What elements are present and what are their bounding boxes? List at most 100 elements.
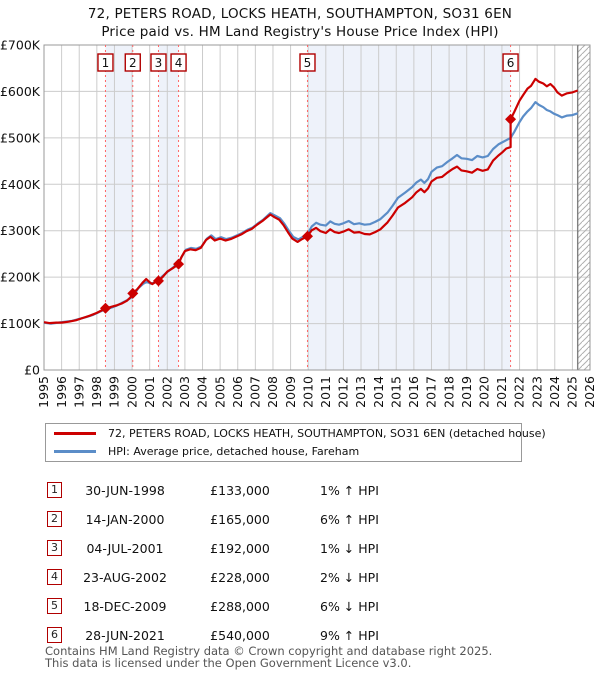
x-tick-label: 1999 bbox=[107, 376, 122, 408]
legend-row-price-paid: 72, PETERS ROAD, LOCKS HEATH, SOUTHAMPTO… bbox=[46, 426, 546, 442]
copyright-line1: Contains HM Land Registry data © Crown c… bbox=[45, 644, 493, 658]
sale-number-badge: 4 bbox=[47, 568, 62, 585]
sale-label-number: 2 bbox=[129, 56, 137, 70]
sale-number-badge: 2 bbox=[47, 510, 62, 527]
axis-labels: £0 £100K £200K £300K £400K £500K £600K £700K 199… bbox=[0, 38, 597, 408]
x-tick-label: 2007 bbox=[248, 376, 263, 408]
ownership-bands bbox=[105, 45, 511, 370]
x-tick-label: 2005 bbox=[212, 376, 227, 408]
x-tick-label: 2016 bbox=[406, 376, 421, 408]
sale-marker-diamond bbox=[99, 302, 111, 314]
sale-vs-hpi: 6% ↑ HPI bbox=[320, 511, 379, 527]
sale-table-row: 1 30-JUN-1998 £133,000 1% ↑ HPI bbox=[0, 477, 600, 506]
sale-vs-hpi: 9% ↑ HPI bbox=[320, 627, 379, 643]
x-tick-label: 1995 bbox=[36, 376, 51, 408]
y-tick-label: £200K bbox=[0, 270, 41, 285]
x-tick-label: 2023 bbox=[529, 376, 544, 408]
sale-table-row: 3 04-JUL-2001 £192,000 1% ↓ HPI bbox=[0, 535, 600, 564]
price-paid-line-swatch bbox=[54, 432, 96, 436]
sale-label-box bbox=[150, 53, 167, 72]
ownership-band bbox=[105, 45, 133, 370]
x-tick-label: 1996 bbox=[54, 376, 69, 408]
x-tick-label: 2026 bbox=[582, 376, 597, 408]
x-tick-label: 2019 bbox=[459, 376, 474, 408]
sale-date: 14-JAN-2000 bbox=[85, 511, 165, 527]
y-tick-label: £700K bbox=[0, 38, 41, 53]
sale-price: £540,000 bbox=[210, 627, 270, 643]
sale-date: 23-AUG-2002 bbox=[83, 569, 167, 585]
x-tick-label: 2010 bbox=[300, 376, 315, 408]
legend: 72, PETERS ROAD, LOCKS HEATH, SOUTHAMPTO… bbox=[45, 423, 546, 462]
sale-number-badge: 5 bbox=[47, 597, 62, 614]
ownership-band bbox=[158, 45, 179, 370]
x-tick-label: 2025 bbox=[565, 376, 580, 408]
sale-marker-diamond bbox=[152, 275, 164, 287]
sale-price: £228,000 bbox=[210, 569, 270, 585]
x-tick-label: 1997 bbox=[71, 376, 86, 408]
sale-price: £133,000 bbox=[210, 482, 270, 498]
future-hatch-area bbox=[577, 45, 590, 370]
x-tick-label: 2002 bbox=[159, 376, 174, 408]
sale-price: £288,000 bbox=[210, 598, 270, 614]
sale-vs-hpi: 1% ↑ HPI bbox=[320, 482, 379, 498]
sale-label-box bbox=[97, 53, 114, 72]
x-tick-label: 2021 bbox=[494, 376, 509, 408]
x-tick-label: 2013 bbox=[353, 376, 368, 408]
sale-label-number: 6 bbox=[507, 56, 515, 70]
sale-table-row: 5 18-DEC-2009 £288,000 6% ↓ HPI bbox=[0, 593, 600, 622]
sale-label-box bbox=[124, 53, 141, 72]
plot-border bbox=[43, 44, 591, 371]
copyright-line2: This data is licensed under the Open Gov… bbox=[45, 656, 412, 670]
x-tick-label: 2008 bbox=[265, 376, 280, 408]
sale-marker-diamond bbox=[127, 287, 139, 299]
x-tick-label: 2017 bbox=[424, 376, 439, 408]
x-tick-label: 2014 bbox=[371, 376, 386, 408]
y-tick-label: £0 bbox=[24, 363, 40, 378]
x-tick-label: 2009 bbox=[283, 376, 298, 408]
x-tick-label: 2012 bbox=[336, 376, 351, 408]
sale-marker-diamond bbox=[173, 258, 185, 270]
hpi-line-swatch bbox=[54, 449, 96, 453]
sale-vs-hpi: 1% ↓ HPI bbox=[320, 540, 379, 556]
future-hatch bbox=[43, 44, 591, 371]
y-tick-label: £400K bbox=[0, 177, 41, 192]
x-tick-label: 2018 bbox=[441, 376, 456, 408]
sale-label-number: 4 bbox=[175, 56, 183, 70]
sale-marker-diamond bbox=[505, 113, 517, 125]
sale-date: 18-DEC-2009 bbox=[83, 598, 167, 614]
ownership-band bbox=[307, 45, 511, 370]
sale-number-badge: 6 bbox=[47, 626, 62, 643]
x-tick-label: 2006 bbox=[230, 376, 245, 408]
sale-table-row: 6 28-JUN-2021 £540,000 9% ↑ HPI bbox=[0, 622, 600, 651]
sale-label-box bbox=[299, 53, 316, 72]
sale-date: 28-JUN-2021 bbox=[85, 627, 165, 643]
sale-date: 04-JUL-2001 bbox=[86, 540, 164, 556]
x-tick-label: 2024 bbox=[547, 376, 562, 408]
x-tick-label: 1998 bbox=[89, 376, 104, 408]
sale-marker-diamond bbox=[301, 230, 313, 242]
x-tick-label: 2004 bbox=[195, 376, 210, 408]
sale-date-lines bbox=[104, 45, 512, 370]
legend-row-hpi: HPI: Average price, detached house, Fare… bbox=[46, 443, 521, 459]
series-lines bbox=[43, 77, 579, 325]
y-tick-label: £100K bbox=[0, 316, 41, 331]
sale-date: 30-JUN-1998 bbox=[85, 482, 165, 498]
sale-number-badge: 3 bbox=[47, 539, 62, 556]
sale-vs-hpi: 2% ↓ HPI bbox=[320, 569, 379, 585]
x-tick-label: 2020 bbox=[477, 376, 492, 408]
price-paid-line bbox=[43, 77, 579, 325]
sale-price: £165,000 bbox=[210, 511, 270, 527]
y-tick-label: £500K bbox=[0, 130, 41, 145]
sale-label-number: 1 bbox=[102, 56, 110, 70]
x-tick-label: 2003 bbox=[177, 376, 192, 408]
x-tick-label: 2000 bbox=[124, 376, 139, 408]
legend-label-price-paid: 72, PETERS ROAD, LOCKS HEATH, SOUTHAMPTO… bbox=[108, 427, 546, 441]
x-tick-label: 2001 bbox=[142, 376, 157, 408]
sale-number-badge: 1 bbox=[47, 481, 62, 498]
sale-table-row: 2 14-JAN-2000 £165,000 6% ↑ HPI bbox=[0, 506, 600, 535]
y-tick-label: £600K bbox=[0, 84, 41, 99]
x-tick-label: 2011 bbox=[318, 376, 333, 408]
sale-label-box bbox=[170, 53, 187, 72]
